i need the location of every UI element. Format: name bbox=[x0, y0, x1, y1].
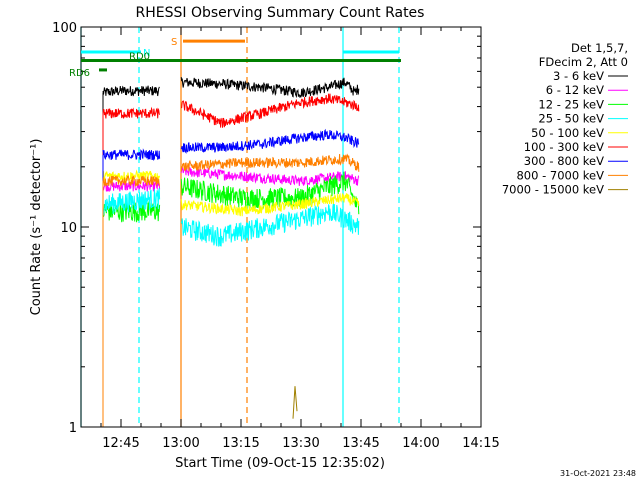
legend-label-5: 100 - 300 keV bbox=[524, 140, 604, 154]
y-axis: 1 10 100 bbox=[52, 21, 481, 436]
flag-label-1: RD0 bbox=[129, 51, 150, 62]
x-tick-label-6: 14:15 bbox=[462, 436, 499, 451]
x-tick-label-4: 13:45 bbox=[342, 436, 379, 451]
chart-title: RHESSI Observing Summary Count Rates bbox=[136, 5, 425, 21]
plot-frame bbox=[80, 26, 482, 428]
series-line-7 bbox=[102, 153, 360, 427]
legend-label-0: 3 - 6 keV bbox=[553, 69, 604, 83]
legend-header-line1: Det 1,5,7, bbox=[571, 41, 628, 55]
flag-label-2: RD6 bbox=[69, 68, 90, 79]
x-axis: 12:45 13:00 13:15 13:30 13:45 14:00 14:15 bbox=[80, 27, 500, 451]
series-line-0 bbox=[102, 77, 360, 427]
x-tick-label-2: 13:15 bbox=[222, 436, 259, 451]
legend-header-line2: FDecim 2, Att 0 bbox=[539, 55, 628, 69]
series-line-3 bbox=[102, 188, 360, 427]
series-line-8 bbox=[292, 386, 298, 419]
x-tick-label-3: 13:30 bbox=[282, 436, 319, 451]
plot-area bbox=[80, 27, 400, 427]
date-stamp: 31-Oct-2021 23:48 bbox=[560, 469, 636, 478]
x-tick-label-5: 14:00 bbox=[402, 436, 439, 451]
y-axis-label: Count Rate (s⁻¹ detector⁻¹) bbox=[29, 139, 44, 316]
legend-label-7: 800 - 7000 keV bbox=[516, 168, 604, 182]
legend-label-6: 300 - 800 keV bbox=[524, 154, 604, 168]
y-tick-label-0: 1 bbox=[69, 421, 77, 436]
legend-label-2: 12 - 25 keV bbox=[538, 97, 604, 111]
y-tick-label-2: 100 bbox=[52, 21, 77, 36]
x-axis-label: Start Time (09-Oct-15 12:35:02) bbox=[175, 456, 385, 471]
x-tick-label-1: 13:00 bbox=[162, 436, 199, 451]
legend-label-4: 50 - 100 keV bbox=[531, 126, 604, 140]
legend-label-3: 25 - 50 keV bbox=[538, 112, 604, 126]
legend-label-1: 6 - 12 keV bbox=[546, 83, 604, 97]
y-tick-label-1: 10 bbox=[60, 221, 77, 236]
flag-label-0: N bbox=[143, 48, 150, 59]
legend-label-8: 7000 - 15000 keV bbox=[502, 183, 604, 197]
x-tick-label-0: 12:45 bbox=[102, 436, 139, 451]
flag-label-3: S bbox=[171, 37, 177, 48]
